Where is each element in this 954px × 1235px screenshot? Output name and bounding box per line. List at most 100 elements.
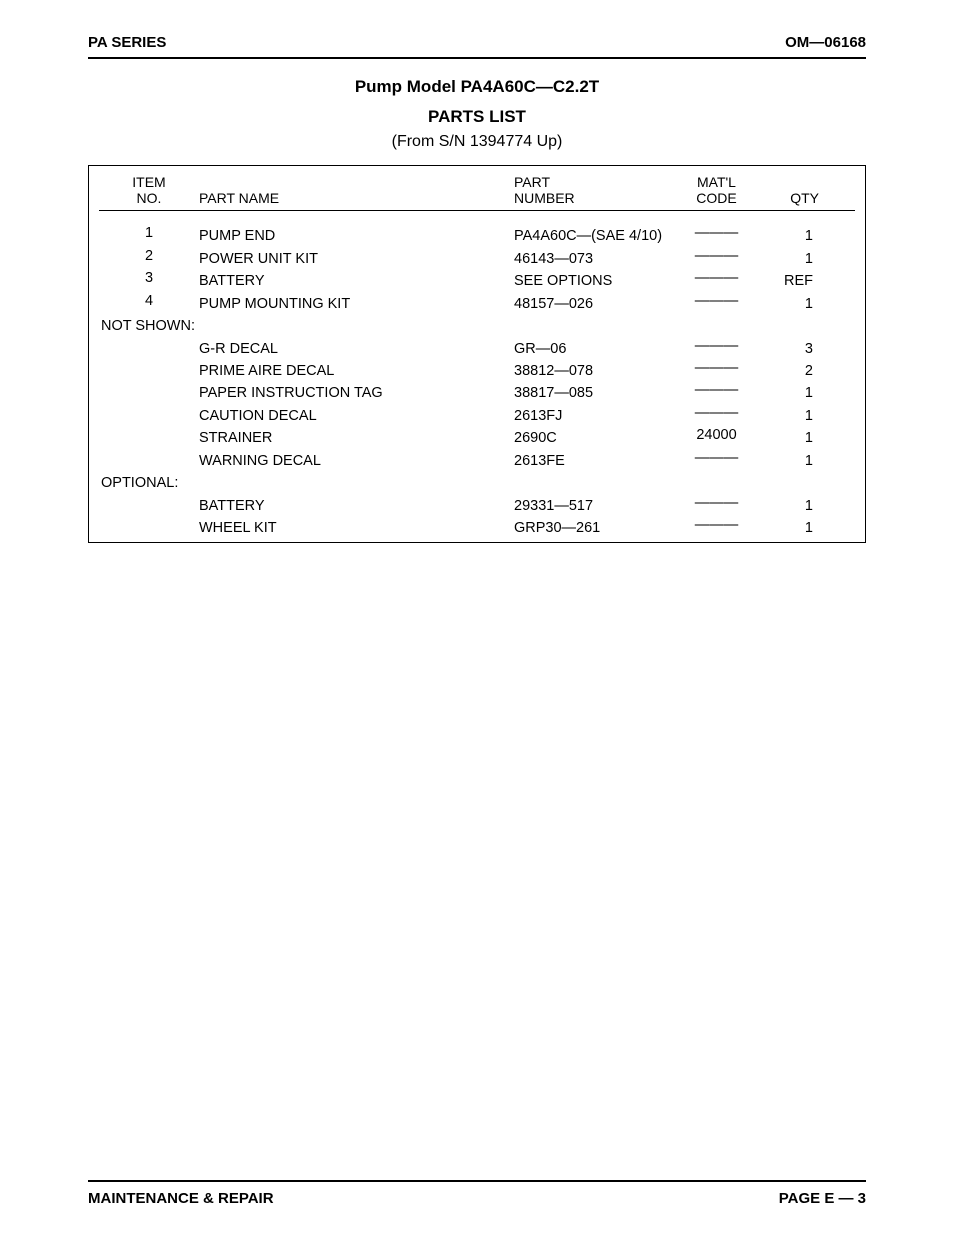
cell-matl-code: ——— [679, 270, 754, 292]
cell-matl-code: ——— [679, 450, 754, 472]
header-left: PA SERIES [88, 34, 166, 51]
cell-qty: REF [754, 270, 819, 292]
col-header-name: PART NAME [199, 190, 514, 206]
page-header: PA SERIES OM—06168 [88, 34, 866, 55]
cell-item-no [99, 450, 199, 472]
cell-qty: 3 [754, 338, 819, 360]
table-row: BATTERY29331—517———1 [99, 495, 855, 517]
cell-matl-code: ——— [679, 405, 754, 427]
cell-part-name: STRAINER [199, 427, 514, 449]
cell-part-number: 46143—073 [514, 248, 679, 270]
cell-item-no [99, 405, 199, 427]
cell-part-name: POWER UNIT KIT [199, 248, 514, 270]
cell-item-no: 2 [99, 248, 199, 270]
rows-not-shown: G-R DECALGR—06———3PRIME AIRE DECAL38812—… [99, 338, 855, 473]
cell-qty: 1 [754, 382, 819, 404]
cell-qty: 1 [754, 450, 819, 472]
cell-matl-code: ——— [679, 517, 754, 539]
section-not-shown: NOT SHOWN: [99, 315, 855, 337]
cell-part-name: PUMP MOUNTING KIT [199, 293, 514, 315]
table-row: PRIME AIRE DECAL38812—078———2 [99, 360, 855, 382]
header-right: OM—06168 [785, 34, 866, 51]
col-header-item: ITEM NO. [99, 174, 199, 206]
cell-item-no [99, 495, 199, 517]
footer-rule [88, 1180, 866, 1182]
col-header-item-l1: ITEM [132, 174, 165, 190]
cell-part-name: WHEEL KIT [199, 517, 514, 539]
col-header-qty: QTY [754, 190, 819, 206]
title-block: Pump Model PA4A60C—C2.2T PARTS LIST (Fro… [88, 77, 866, 151]
page: PA SERIES OM—06168 Pump Model PA4A60C—C2… [0, 0, 954, 1235]
col-header-part-l2: NUMBER [514, 190, 575, 206]
footer-row: MAINTENANCE & REPAIR PAGE E — 3 [88, 1190, 866, 1207]
footer-left: MAINTENANCE & REPAIR [88, 1190, 274, 1207]
cell-qty: 1 [754, 248, 819, 270]
cell-item-no [99, 382, 199, 404]
table-row: CAUTION DECAL2613FJ———1 [99, 405, 855, 427]
cell-part-number: 2690C [514, 427, 679, 449]
cell-matl-code: ——— [679, 495, 754, 517]
section-optional: OPTIONAL: [99, 472, 855, 494]
cell-qty: 1 [754, 495, 819, 517]
cell-part-name: PAPER INSTRUCTION TAG [199, 382, 514, 404]
cell-part-number: SEE OPTIONS [514, 270, 679, 292]
table-row: 2POWER UNIT KIT46143—073———1 [99, 248, 855, 270]
cell-part-number: 38817—085 [514, 382, 679, 404]
cell-matl-code: ——— [679, 360, 754, 382]
cell-part-number: 48157—026 [514, 293, 679, 315]
table-row: PAPER INSTRUCTION TAG38817—085———1 [99, 382, 855, 404]
cell-part-number: GR—06 [514, 338, 679, 360]
cell-item-no: 4 [99, 293, 199, 315]
cell-part-number: 2613FJ [514, 405, 679, 427]
cell-part-name: WARNING DECAL [199, 450, 514, 472]
title-model: Pump Model PA4A60C—C2.2T [88, 77, 866, 97]
col-header-item-l2: NO. [137, 190, 162, 206]
cell-part-number: 29331—517 [514, 495, 679, 517]
cell-item-no: 3 [99, 270, 199, 292]
title-parts-list: PARTS LIST [88, 107, 866, 127]
cell-part-name: BATTERY [199, 270, 514, 292]
cell-item-no [99, 338, 199, 360]
cell-part-name: PUMP END [199, 225, 514, 247]
table-row: 4PUMP MOUNTING KIT48157—026———1 [99, 293, 855, 315]
col-header-matl-l1: MAT'L [697, 174, 736, 190]
cell-item-no: 1 [99, 225, 199, 247]
col-header-part-l1: PART [514, 174, 550, 190]
title-serial-number: (From S/N 1394774 Up) [88, 133, 866, 151]
cell-part-number: 2613FE [514, 450, 679, 472]
cell-part-number: PA4A60C—(SAE 4/10) [514, 225, 679, 247]
table-row: STRAINER2690C240001 [99, 427, 855, 449]
cell-item-no [99, 360, 199, 382]
table-row: 1PUMP ENDPA4A60C—(SAE 4/10)———1 [99, 225, 855, 247]
cell-qty: 1 [754, 427, 819, 449]
rows-main: 1PUMP ENDPA4A60C—(SAE 4/10)———12POWER UN… [99, 225, 855, 315]
cell-qty: 1 [754, 405, 819, 427]
table-row: 3BATTERYSEE OPTIONS———REF [99, 270, 855, 292]
parts-table: ITEM NO. PART NAME PART NUMBER MAT'L COD… [88, 165, 866, 543]
cell-part-name: PRIME AIRE DECAL [199, 360, 514, 382]
cell-qty: 1 [754, 293, 819, 315]
cell-item-no [99, 427, 199, 449]
col-header-part: PART NUMBER [514, 174, 679, 206]
table-row: WARNING DECAL2613FE———1 [99, 450, 855, 472]
cell-qty: 1 [754, 225, 819, 247]
cell-qty: 1 [754, 517, 819, 539]
cell-part-name: BATTERY [199, 495, 514, 517]
table-row: WHEEL KITGRP30—261———1 [99, 517, 855, 539]
table-row: G-R DECALGR—06———3 [99, 338, 855, 360]
header-rule [88, 57, 866, 59]
page-footer: MAINTENANCE & REPAIR PAGE E — 3 [88, 1180, 866, 1207]
footer-right: PAGE E — 3 [779, 1190, 866, 1207]
cell-matl-code: ——— [679, 382, 754, 404]
cell-part-number: 38812—078 [514, 360, 679, 382]
cell-matl-code: ——— [679, 248, 754, 270]
cell-part-name: CAUTION DECAL [199, 405, 514, 427]
col-header-matl-l2: CODE [696, 190, 736, 206]
cell-matl-code: ——— [679, 225, 754, 247]
table-header-row: ITEM NO. PART NAME PART NUMBER MAT'L COD… [99, 174, 855, 211]
cell-qty: 2 [754, 360, 819, 382]
cell-part-name: G-R DECAL [199, 338, 514, 360]
cell-matl-code: ——— [679, 293, 754, 315]
footer-page-label: PAGE E — 3 [779, 1190, 866, 1207]
cell-matl-code: ——— [679, 338, 754, 360]
